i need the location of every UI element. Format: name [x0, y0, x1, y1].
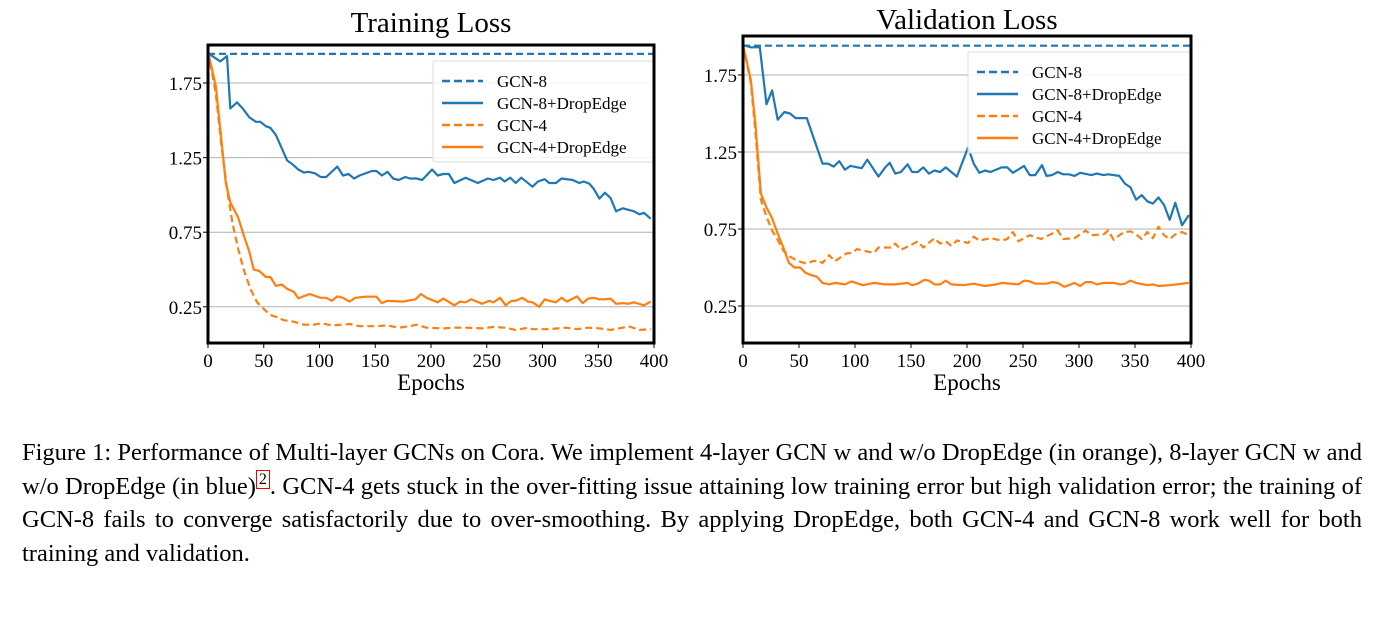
x-tick-label: 350 [1121, 351, 1150, 372]
x-axis-label: Epochs [397, 370, 465, 395]
x-tick-label: 400 [1177, 351, 1206, 372]
y-tick-label: 1.75 [169, 74, 202, 95]
x-tick-label: 300 [1065, 351, 1094, 372]
y-tick-label: 1.25 [169, 149, 202, 170]
legend-label: GCN-4 [1032, 107, 1083, 126]
chart-title: Validation Loss [876, 4, 1057, 36]
x-tick-label: 250 [1009, 351, 1038, 372]
x-axis-label: Epochs [933, 370, 1001, 395]
series-line-gcn-4 [208, 51, 651, 331]
legend-label: GCN-8+DropEdge [497, 94, 627, 113]
figure-caption: Figure 1: Performance of Multi-layer GCN… [22, 436, 1362, 570]
x-tick-label: 300 [528, 351, 557, 372]
y-tick-label: 1.75 [704, 66, 737, 87]
legend-label: GCN-8+DropEdge [1032, 85, 1162, 104]
x-tick-label: 200 [417, 351, 446, 372]
chart-training: Training Loss 0.25 0.75 1.25 1.75 0 50 100 150 20… [169, 7, 669, 395]
plot-frame [206, 43, 656, 345]
x-tick-label: 400 [640, 351, 669, 372]
x-tick-label: 350 [584, 351, 613, 372]
series-line-gcn-8-dropedge [208, 52, 652, 220]
legend-label: GCN-4 [497, 116, 548, 135]
y-tick-label: 0.75 [169, 223, 202, 244]
plot-frame [741, 34, 1193, 345]
y-tick-label: 1.25 [704, 143, 737, 164]
legend-label: GCN-4+DropEdge [497, 138, 627, 157]
x-tick-label: 50 [790, 351, 809, 372]
legend-label: GCN-8 [497, 72, 547, 91]
y-tick-label: 0.25 [169, 298, 202, 319]
chart-validation: Validation Loss 0.25 0.75 1.25 1.75 0 50 100 150… [704, 4, 1206, 395]
series-line-gcn-4-dropedge [743, 44, 1189, 288]
y-tick-label: 0.75 [704, 220, 737, 241]
y-tick-label: 0.25 [704, 297, 737, 318]
x-tick-label: 150 [897, 351, 926, 372]
legend-label: GCN-8 [1032, 63, 1082, 82]
x-tick-label: 0 [203, 351, 213, 372]
x-tick-label: 250 [473, 351, 502, 372]
legend: GCN-8 GCN-8+DropEdge GCN-4 GCN-4+DropEdge [432, 60, 654, 163]
x-tick-label: 100 [305, 351, 334, 372]
x-tick-label: 50 [254, 351, 273, 372]
x-tick-label: 200 [953, 351, 982, 372]
series-line-gcn-8-dropedge [743, 43, 1190, 227]
x-tick-label: 100 [841, 351, 870, 372]
x-tick-label: 0 [738, 351, 748, 372]
chart-title: Training Loss [351, 7, 512, 39]
footnote-link[interactable]: 2 [255, 470, 270, 490]
legend-label: GCN-4+DropEdge [1032, 129, 1162, 148]
figure-charts: Training Loss 0.25 0.75 1.25 1.75 0 50 100 150 20… [169, 4, 1206, 395]
caption-text: Figure 1: Performance of Multi-layer GCN… [22, 439, 1362, 500]
x-tick-label: 150 [361, 351, 390, 372]
caption-text-cont: . GCN-4 gets stuck in the over-fitting i… [22, 472, 1363, 567]
legend: GCN-8 GCN-8+DropEdge GCN-4 GCN-4+DropEdge [967, 51, 1191, 154]
series-line-gcn-4-dropedge [208, 51, 652, 308]
